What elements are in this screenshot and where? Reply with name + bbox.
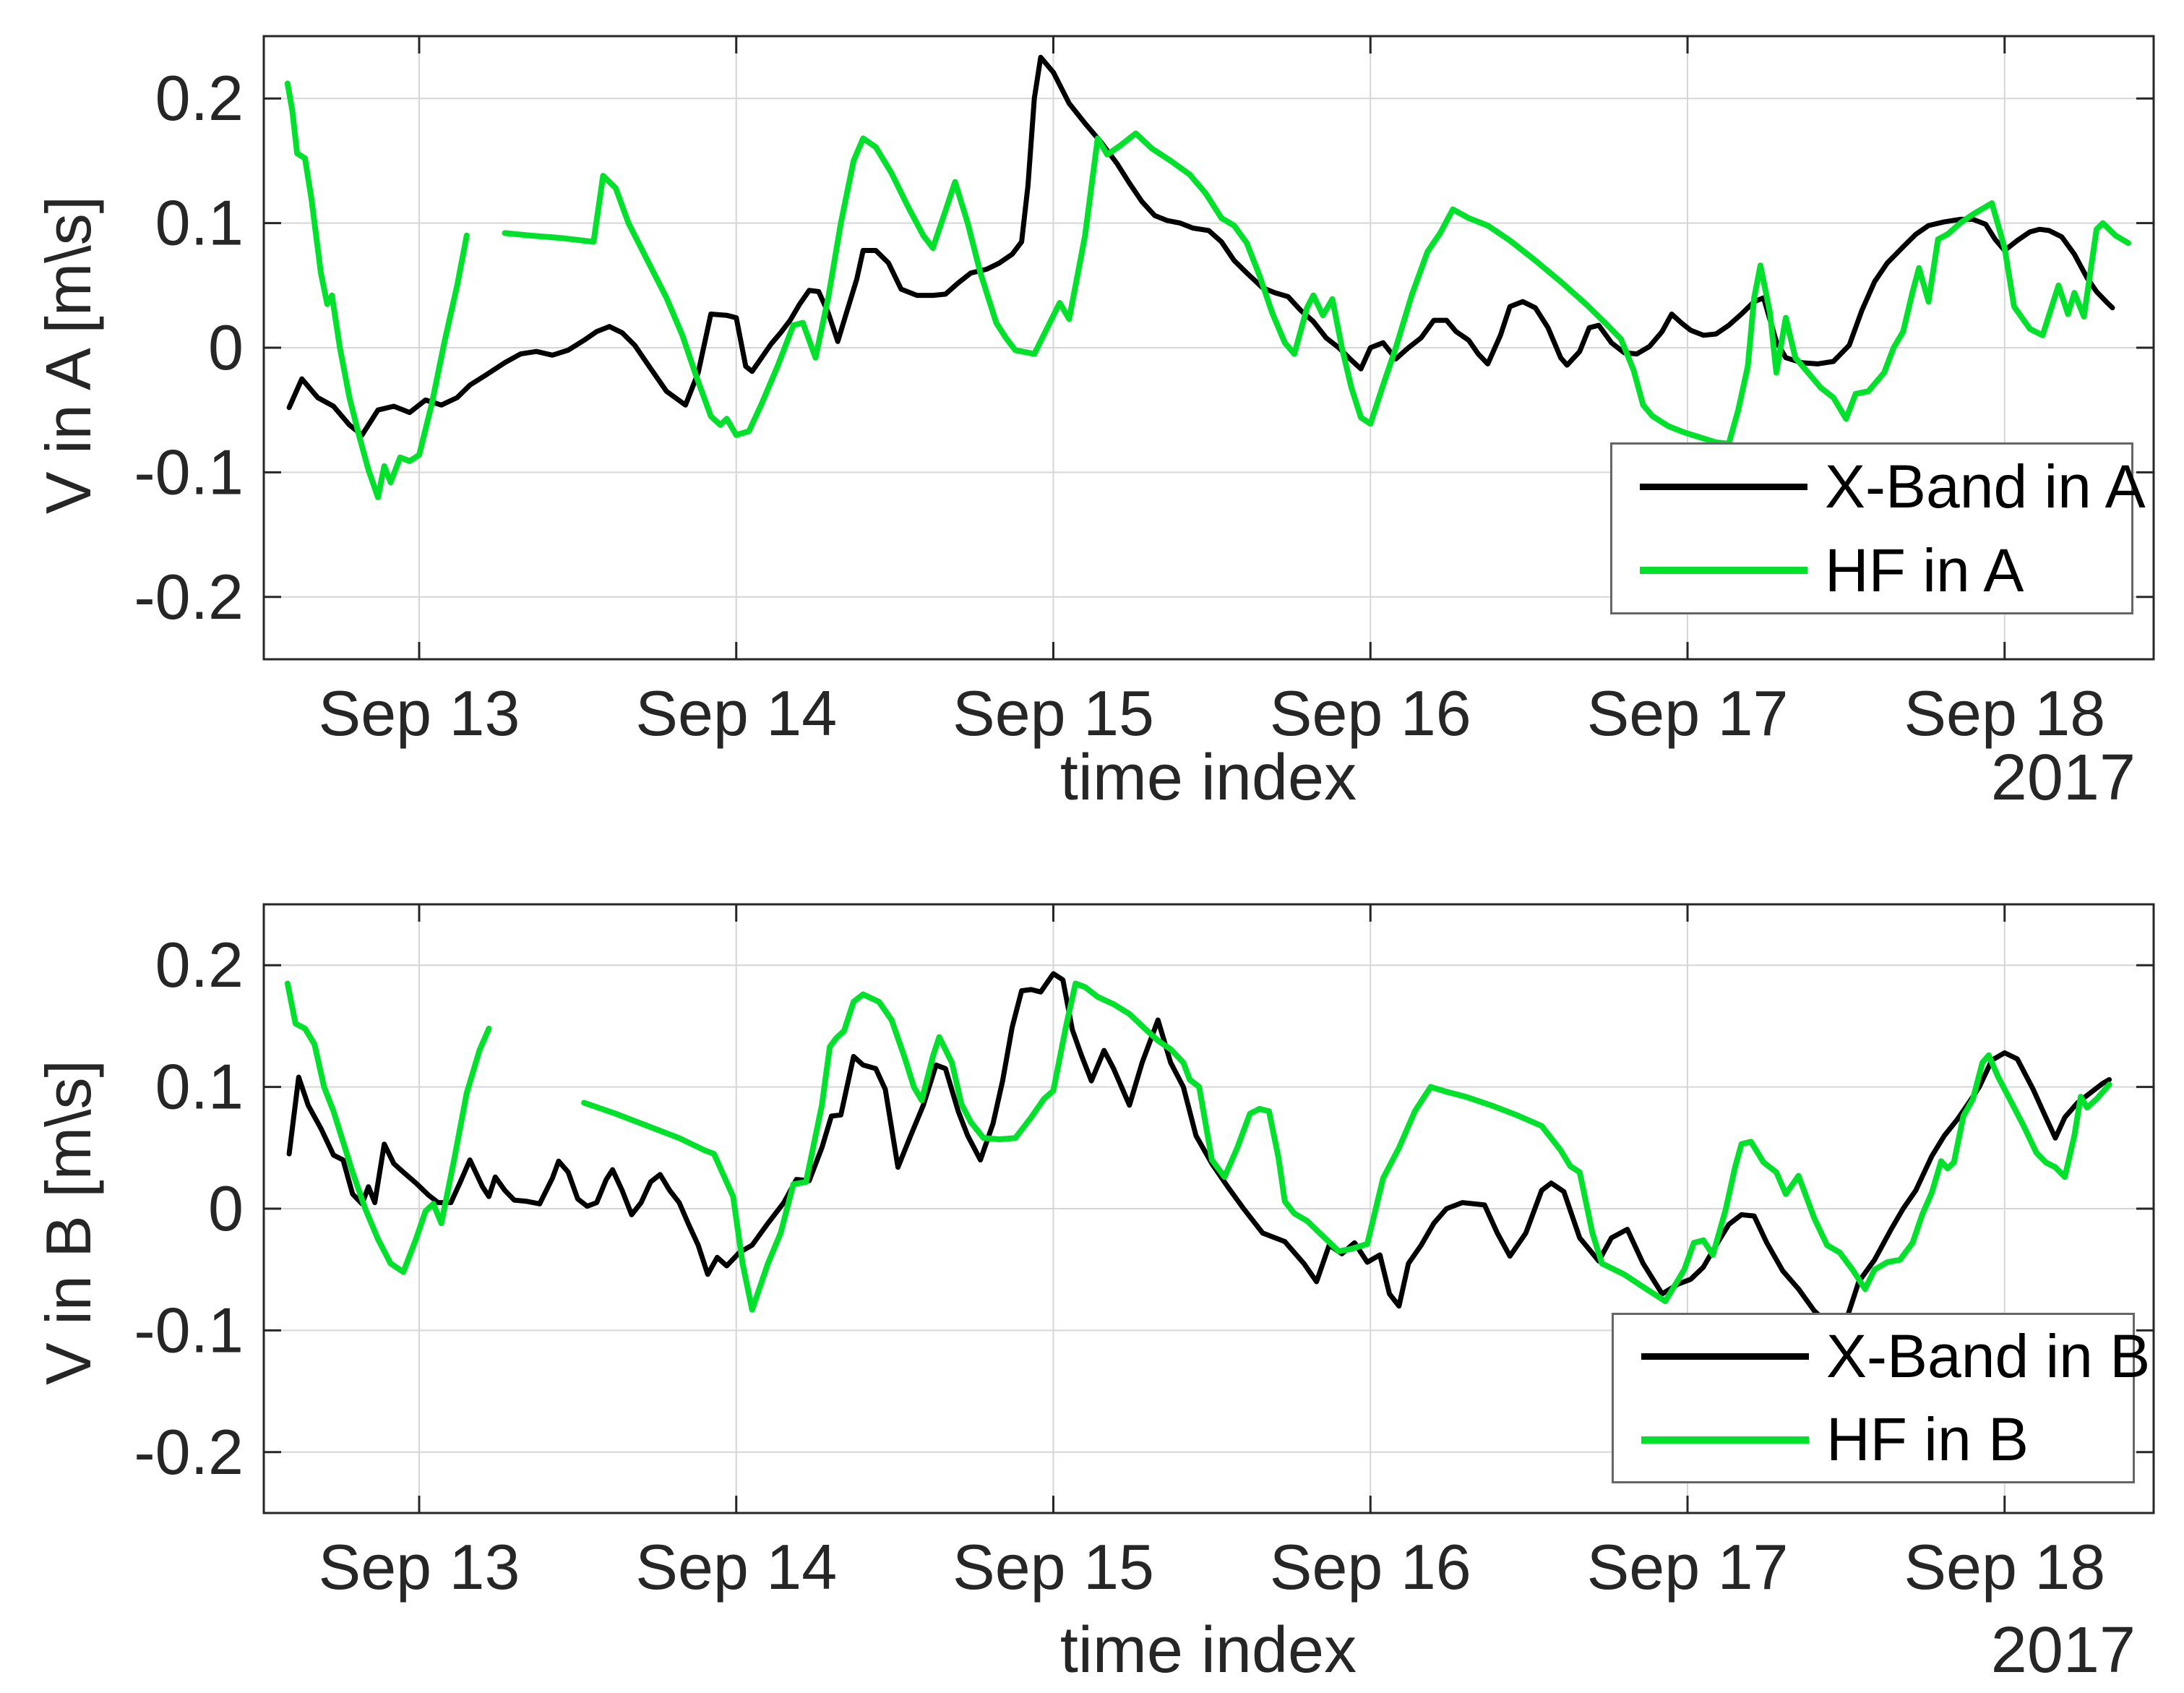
hf-a-line-swatch	[1640, 567, 1807, 574]
series-line-xband	[286, 54, 2115, 438]
year-label-b: 2017	[1990, 1614, 2136, 1686]
legend-item-xband-b: X-Band in B	[1614, 1315, 2150, 1398]
y-tick-label: 0.1	[155, 187, 244, 259]
y-axis-label-b: V in B [m\s]	[33, 1060, 104, 1385]
x-tick-label: Sep 15	[953, 677, 1154, 749]
x-tick-label: Sep 17	[1587, 677, 1789, 749]
series-line-hf	[502, 130, 2131, 447]
x-tick-label: Sep 13	[319, 1531, 520, 1603]
legend-a: X-Band in A HF in A	[1610, 442, 2146, 614]
legend-label: X-Band in A	[1825, 452, 2146, 520]
legend-b: X-Band in B HF in B	[1612, 1313, 2150, 1483]
hf-b-line-swatch	[1641, 1436, 1809, 1444]
xband-b-line-swatch	[1641, 1353, 1809, 1360]
y-tick-label: -0.1	[134, 1294, 244, 1366]
series-line-xband	[286, 971, 2112, 1333]
x-axis-label-b: time index	[1059, 1614, 1357, 1686]
legend-item-xband-a: X-Band in A	[1612, 445, 2146, 528]
x-tick-label: Sep 14	[635, 677, 837, 749]
series-line-hf	[284, 80, 470, 500]
x-tick-label: Sep 17	[1587, 1531, 1789, 1603]
legend-label: X-Band in B	[1826, 1322, 2151, 1390]
x-axis-label-a: time index	[1059, 742, 1357, 814]
legend-item-hf-a: HF in A	[1612, 528, 2131, 612]
y-tick-label: 0	[208, 1173, 244, 1244]
x-tick-label: Sep 16	[1270, 677, 1471, 749]
legend-label: HF in A	[1825, 536, 2024, 604]
y-axis-label-a: V in A [m\s]	[33, 195, 104, 515]
x-tick-label: Sep 15	[953, 1531, 1154, 1603]
series-line-hf	[284, 980, 492, 1275]
x-tick-label: Sep 18	[1904, 1531, 2105, 1603]
legend-label: HF in B	[1826, 1405, 2029, 1473]
y-tick-label: -0.1	[134, 436, 244, 507]
x-tick-label: Sep 16	[1270, 1531, 1471, 1603]
y-tick-label: -0.2	[134, 1416, 244, 1488]
x-tick-label: Sep 14	[635, 1531, 837, 1603]
series-line-hf	[581, 980, 2112, 1313]
plot-area-a: Sep 13 Sep 14 Sep 15 Sep 16 Sep 17 Sep 18 0.2 0…	[134, 35, 2155, 749]
chart-v-in-a: V in A [m\s] Sep 13 Sep 14 Sep 15 Sep 16 Sep…	[33, 35, 2155, 814]
y-tick-label: 0.2	[155, 929, 244, 1000]
x-tick-label: Sep 18	[1904, 677, 2105, 749]
xband-a-line-swatch	[1640, 483, 1807, 490]
x-tick-label: Sep 13	[319, 677, 520, 749]
y-tick-label: -0.2	[134, 561, 244, 633]
legend-item-hf-b: HF in B	[1614, 1398, 2133, 1481]
y-tick-label: 0.1	[155, 1051, 244, 1123]
plot-area-b: Sep 13 Sep 14 Sep 15 Sep 16 Sep 17 Sep 18 0.2 0…	[134, 903, 2155, 1603]
chart-v-in-b: V in B [m\s] Sep 13 Sep 14 Sep 15 Sep 16 Sep…	[0, 867, 2184, 1693]
y-tick-label: 0	[208, 312, 244, 383]
year-label-a: 2017	[1990, 742, 2136, 814]
y-tick-label: 0.2	[155, 62, 244, 134]
